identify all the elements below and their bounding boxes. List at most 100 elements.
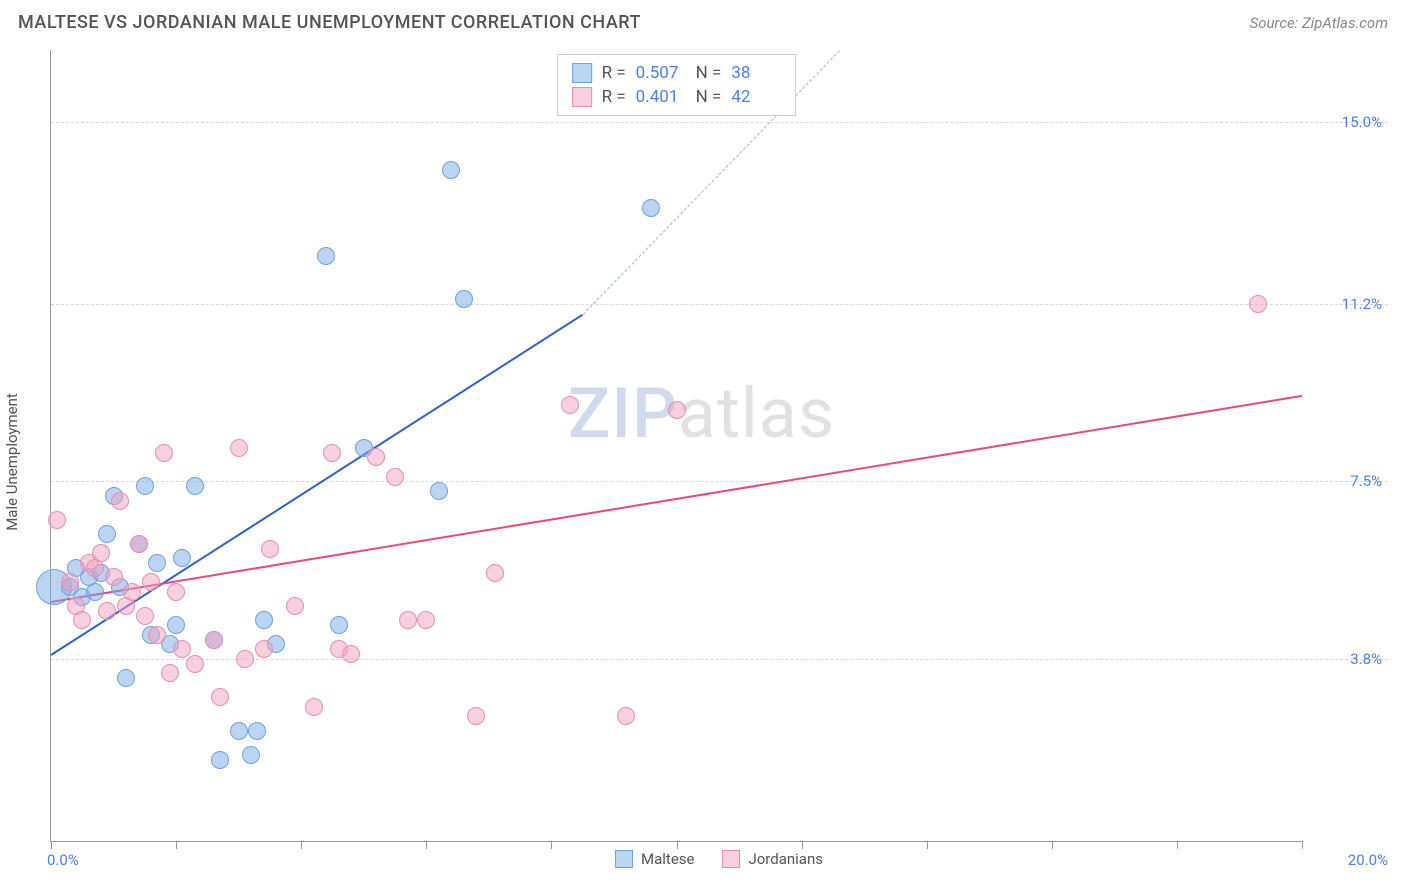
watermark-atlas: atlas — [678, 373, 835, 455]
data-point-jordanians — [92, 544, 110, 562]
y-tick-label: 11.2% — [1342, 295, 1382, 313]
n-label: N = — [696, 63, 722, 83]
x-tick — [927, 841, 928, 849]
r-label: R = — [602, 87, 626, 107]
data-point-maltese — [148, 554, 166, 572]
data-point-jordanians — [286, 597, 304, 615]
data-point-jordanians — [323, 444, 341, 462]
data-point-jordanians — [668, 401, 686, 419]
data-point-maltese — [330, 616, 348, 634]
jordanians-swatch-icon — [722, 850, 740, 868]
jordanians-label: Jordanians — [748, 850, 823, 868]
chart-source: Source: ZipAtlas.com — [1250, 14, 1388, 32]
y-tick-label: 15.0% — [1342, 113, 1382, 131]
data-point-jordanians — [386, 468, 404, 486]
data-point-jordanians — [399, 611, 417, 629]
trendline — [51, 395, 1302, 603]
data-point-jordanians — [261, 540, 279, 558]
data-point-maltese — [173, 549, 191, 567]
data-point-jordanians — [1249, 295, 1267, 313]
data-point-maltese — [98, 525, 116, 543]
legend-item-maltese: Maltese — [615, 850, 694, 868]
data-point-maltese — [430, 482, 448, 500]
data-point-jordanians — [148, 626, 166, 644]
data-point-jordanians — [167, 583, 185, 601]
data-point-jordanians — [48, 511, 66, 529]
jordanians-n-value: 42 — [731, 87, 781, 107]
data-point-jordanians — [236, 650, 254, 668]
data-point-maltese — [455, 290, 473, 308]
jordanians-swatch — [572, 87, 592, 107]
chart-container: Male Unemployment ZIPatlas R = 0.507 N =… — [50, 50, 1388, 874]
x-tick — [51, 841, 52, 849]
data-point-jordanians — [367, 448, 385, 466]
data-point-maltese — [242, 746, 260, 764]
data-point-maltese — [136, 477, 154, 495]
data-point-jordanians — [155, 444, 173, 462]
data-point-jordanians — [73, 611, 91, 629]
data-point-maltese — [248, 722, 266, 740]
data-point-maltese — [642, 199, 660, 217]
y-axis-label: Male Unemployment — [3, 393, 21, 531]
data-point-maltese — [442, 161, 460, 179]
x-min-label: 0.0% — [47, 851, 79, 869]
data-point-maltese — [255, 611, 273, 629]
y-tick-label: 7.5% — [1350, 472, 1382, 490]
data-point-jordanians — [130, 535, 148, 553]
x-tick — [1052, 841, 1053, 849]
n-label: N = — [696, 87, 722, 107]
data-point-jordanians — [561, 396, 579, 414]
data-point-maltese — [86, 583, 104, 601]
x-tick — [551, 841, 552, 849]
x-tick — [301, 841, 302, 849]
data-point-maltese — [117, 669, 135, 687]
data-point-jordanians — [255, 640, 273, 658]
maltese-swatch — [572, 63, 592, 83]
jordanians-r-value: 0.401 — [636, 87, 686, 107]
maltese-n-value: 38 — [731, 63, 781, 83]
data-point-jordanians — [98, 602, 116, 620]
data-point-maltese — [211, 751, 229, 769]
data-point-jordanians — [617, 707, 635, 725]
x-max-label: 20.0% — [1348, 851, 1388, 869]
data-point-jordanians — [161, 664, 179, 682]
data-point-jordanians — [123, 583, 141, 601]
data-point-maltese — [317, 247, 335, 265]
gridline — [51, 481, 1388, 482]
stats-legend: R = 0.507 N = 38 R = 0.401 N = 42 — [557, 54, 797, 116]
chart-title: MALTESE VS JORDANIAN MALE UNEMPLOYMENT C… — [18, 12, 641, 33]
data-point-jordanians — [186, 655, 204, 673]
chart-header: MALTESE VS JORDANIAN MALE UNEMPLOYMENT C… — [0, 0, 1406, 37]
gridline — [51, 304, 1388, 305]
data-point-jordanians — [211, 688, 229, 706]
maltese-swatch-icon — [615, 850, 633, 868]
data-point-jordanians — [105, 568, 123, 586]
gridline — [51, 122, 1388, 123]
plot-area: ZIPatlas R = 0.507 N = 38 R = 0.401 N = … — [50, 50, 1302, 842]
x-tick — [426, 841, 427, 849]
data-point-maltese — [167, 616, 185, 634]
r-label: R = — [602, 63, 626, 83]
data-point-jordanians — [230, 439, 248, 457]
data-point-jordanians — [111, 492, 129, 510]
x-tick — [176, 841, 177, 849]
watermark: ZIPatlas — [568, 373, 835, 455]
data-point-jordanians — [342, 645, 360, 663]
x-tick — [677, 841, 678, 849]
maltese-label: Maltese — [641, 850, 694, 868]
data-point-jordanians — [142, 573, 160, 591]
maltese-r-value: 0.507 — [636, 63, 686, 83]
y-tick-label: 3.8% — [1350, 650, 1382, 668]
legend-item-jordanians: Jordanians — [722, 850, 823, 868]
x-tick — [1177, 841, 1178, 849]
series-legend: Maltese Jordanians — [615, 850, 823, 868]
data-point-jordanians — [305, 698, 323, 716]
data-point-maltese — [186, 477, 204, 495]
watermark-zip: ZIP — [568, 373, 678, 455]
data-point-jordanians — [417, 611, 435, 629]
stats-legend-row-maltese: R = 0.507 N = 38 — [572, 61, 782, 85]
stats-legend-row-jordanians: R = 0.401 N = 42 — [572, 85, 782, 109]
data-point-jordanians — [467, 707, 485, 725]
data-point-jordanians — [136, 607, 154, 625]
data-point-maltese — [230, 722, 248, 740]
